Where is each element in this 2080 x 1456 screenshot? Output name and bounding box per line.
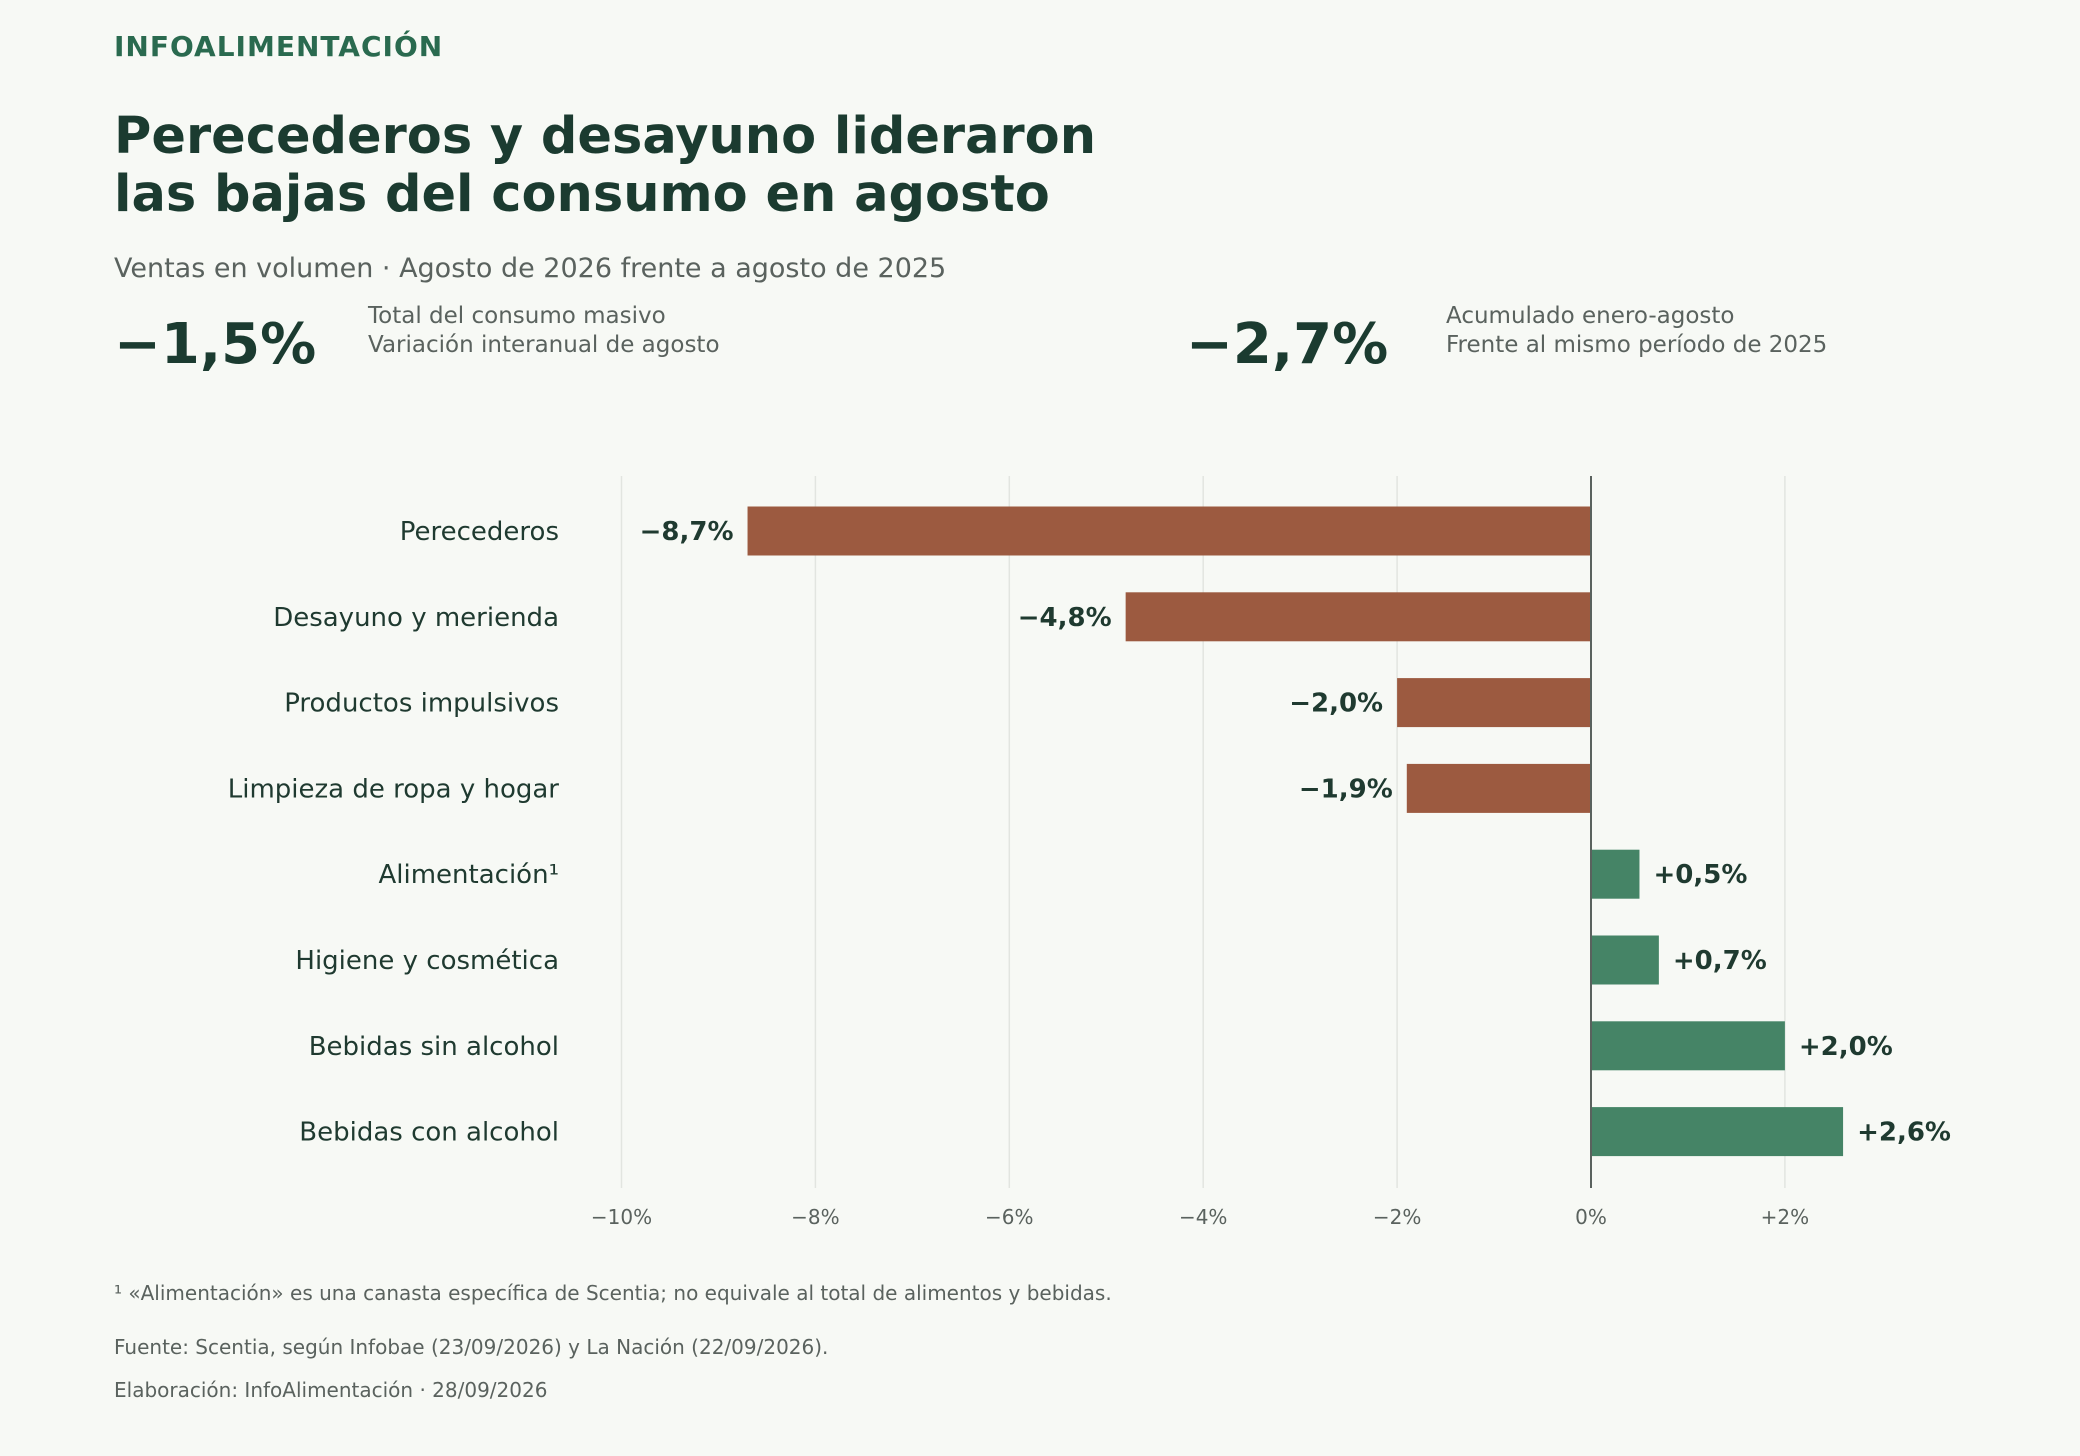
kpi-total-label-line-2: Variación interanual de agosto [368,332,720,358]
category-label: Alimentación¹ [379,860,560,890]
category-label: Limpieza de ropa y hogar [228,774,560,804]
bar [747,506,1591,556]
bar [1406,763,1591,813]
title-line-2: las bajas del consumo en agosto [114,165,1050,224]
bar [1397,678,1591,728]
category-label: Productos impulsivos [284,689,559,719]
bar [1125,592,1591,642]
kpi-total-value: −1,5% [114,312,317,377]
category-label: Bebidas sin alcohol [309,1032,559,1062]
x-tick-label: −4% [1179,1205,1228,1229]
x-tick-label: +2% [1761,1205,1810,1229]
value-label: −1,9% [1299,774,1393,804]
bar [1591,935,1659,985]
kpi-total-label: Total del consumo masivo Variación inter… [368,302,720,360]
category-label: Perecederos [400,517,559,547]
brand-logo-text: INFOALIMENTACIÓN [114,30,444,63]
footnote-alimentacion: ¹ «Alimentación» es una canasta específi… [114,1281,1112,1305]
x-tick-label: −2% [1373,1205,1422,1229]
title-line-1: Perecederos y desayuno lideraron [114,107,1096,166]
page-title: Perecederos y desayuno lideraron las baj… [114,108,1096,224]
bar [1591,849,1640,899]
category-label: Desayuno y merienda [273,603,559,633]
value-label: −8,7% [640,517,734,547]
kpi-cumulative-label: Acumulado enero-agosto Frente al mismo p… [1446,302,1827,360]
x-tick-label: −6% [985,1205,1034,1229]
credit-note: Elaboración: InfoAlimentación · 28/09/20… [114,1378,548,1402]
bar [1591,1021,1785,1071]
value-label: +2,0% [1799,1032,1893,1062]
kpi-cumulative-label-line-1: Acumulado enero-agosto [1446,303,1735,329]
category-label: Bebidas con alcohol [299,1118,559,1148]
kpi-total-label-line-1: Total del consumo masivo [368,303,666,329]
kpi-cumulative-value: −2,7% [1186,312,1389,377]
bar [1591,1107,1844,1157]
category-label: Higiene y cosmética [295,946,559,976]
x-tick-label: −10% [591,1205,652,1229]
x-tick-label: −8% [791,1205,840,1229]
value-label: −4,8% [1018,603,1112,633]
value-label: +0,5% [1653,860,1747,890]
kpi-cumulative-label-line-2: Frente al mismo período de 2025 [1446,332,1828,358]
subtitle: Ventas en volumen · Agosto de 2026 frent… [114,253,947,284]
value-label: +2,6% [1857,1118,1951,1148]
x-tick-label: 0% [1575,1205,1607,1229]
source-note: Fuente: Scentia, según Infobae (23/09/20… [114,1335,829,1359]
value-label: −2,0% [1289,689,1383,719]
value-label: +0,7% [1673,946,1767,976]
